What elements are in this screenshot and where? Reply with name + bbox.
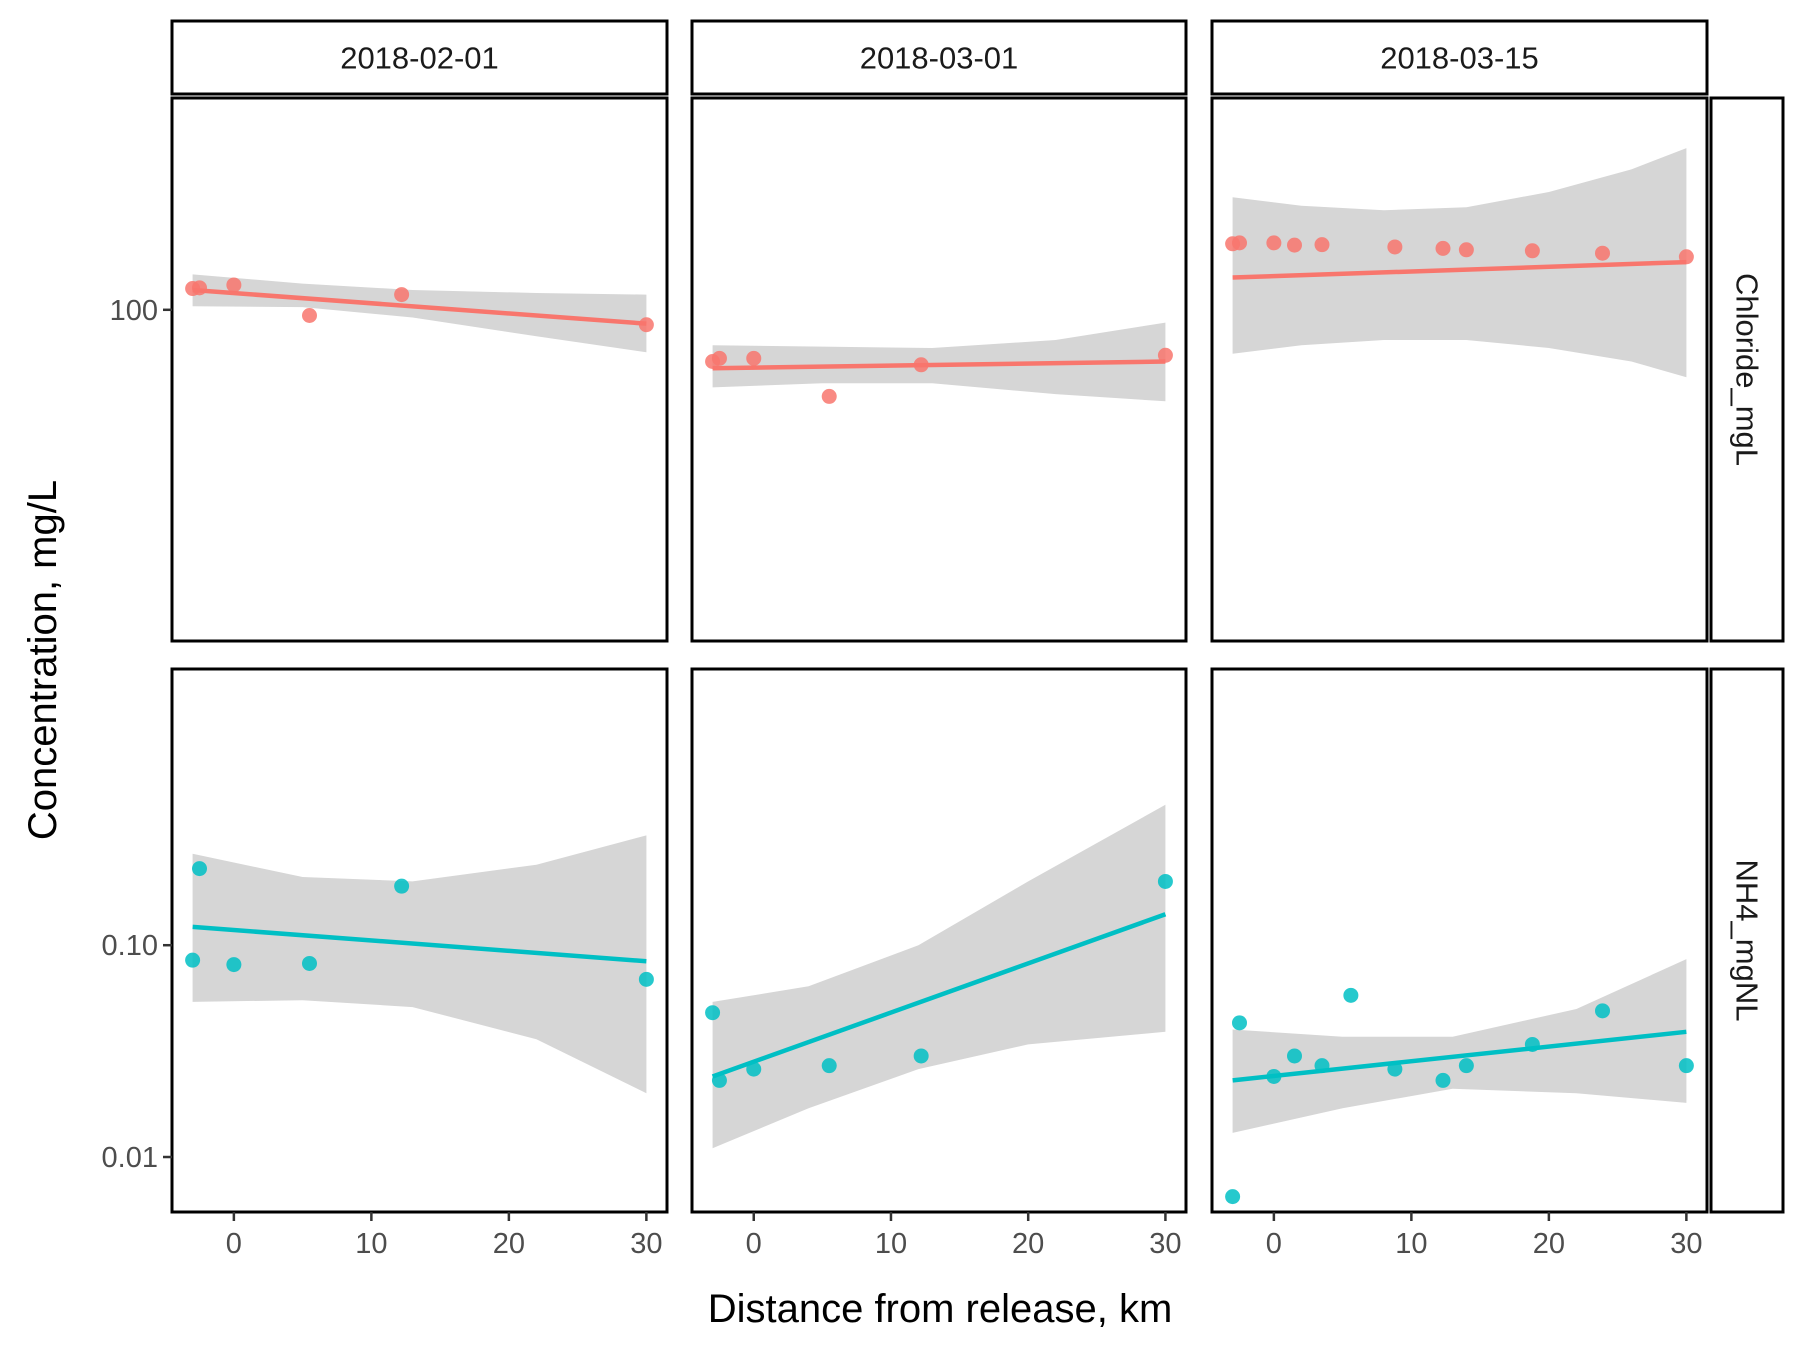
- x-tick-label: 20: [493, 1228, 525, 1260]
- data-point: [1458, 1058, 1474, 1074]
- panel-border: [170, 96, 669, 643]
- data-point: [638, 971, 654, 987]
- facet-strip-column: [170, 19, 669, 96]
- data-point: [913, 1048, 929, 1064]
- x-tick-label: 30: [630, 1228, 662, 1260]
- data-point: [746, 350, 762, 366]
- data-point: [1287, 237, 1302, 253]
- data-point: [185, 952, 201, 968]
- x-tick-label: 20: [1012, 1228, 1044, 1260]
- y-axis-title: Concentration, mg/L: [21, 480, 65, 840]
- data-point: [1232, 1015, 1247, 1031]
- confidence-band: [192, 835, 647, 1094]
- data-point: [1225, 1189, 1241, 1205]
- panel-background: [1212, 669, 1707, 1212]
- fit-line: [711, 912, 1167, 1079]
- data-point: [192, 861, 207, 877]
- fit-line: [192, 924, 647, 964]
- data-point: [638, 317, 654, 333]
- facet-strip-label: 2018-03-01: [860, 41, 1019, 76]
- facet-strip-column: [690, 19, 1188, 96]
- data-point: [1314, 237, 1330, 253]
- y-tick-label: 100: [110, 295, 158, 327]
- confidence-band: [1232, 148, 1687, 378]
- facet-strip-column: [1210, 19, 1709, 96]
- panel-border: [690, 96, 1188, 643]
- x-tick-label: 30: [1149, 1228, 1181, 1260]
- x-tick-label: 30: [1670, 1228, 1702, 1260]
- data-point: [226, 277, 242, 293]
- facet-strip-row: [1709, 667, 1785, 1214]
- data-point: [1157, 347, 1173, 363]
- data-point: [192, 280, 207, 296]
- data-point: [226, 957, 242, 973]
- panel-border: [170, 667, 669, 1214]
- facet-strip-label: 2018-02-01: [340, 41, 499, 76]
- facet-strip-label: NH4_mgNL: [1730, 860, 1765, 1022]
- panel-border: [690, 667, 1188, 1214]
- data-point: [821, 1058, 837, 1074]
- data-point: [1387, 1061, 1403, 1077]
- data-point: [711, 1072, 727, 1088]
- data-point: [1595, 1003, 1610, 1019]
- data-point: [1387, 239, 1403, 255]
- x-tick-label: 10: [875, 1228, 907, 1260]
- data-point: [1343, 987, 1359, 1003]
- data-point: [705, 1005, 721, 1021]
- data-point: [1314, 1058, 1330, 1074]
- data-point: [302, 955, 317, 971]
- data-point: [1678, 1058, 1694, 1074]
- y-tick-label: 0.01: [102, 1142, 158, 1174]
- facet-strip-row: [1709, 96, 1785, 643]
- data-point: [1435, 1072, 1451, 1088]
- data-point: [746, 1061, 762, 1077]
- data-point: [1157, 873, 1173, 889]
- data-point: [1287, 1048, 1302, 1064]
- facet-strip-label: Chloride_mgL: [1730, 273, 1765, 466]
- panel-border: [1210, 96, 1709, 643]
- data-point: [394, 287, 410, 303]
- x-tick-label: 10: [1395, 1228, 1427, 1260]
- panel-background: [172, 98, 667, 641]
- fit-line: [712, 359, 1166, 371]
- data-point: [1678, 249, 1694, 265]
- confidence-band: [712, 322, 1166, 402]
- data-point: [1524, 243, 1540, 259]
- data-point: [821, 388, 837, 404]
- fit-line: [1232, 259, 1687, 280]
- fit-line: [1232, 1029, 1687, 1083]
- data-point: [394, 878, 410, 894]
- x-tick-label: 10: [355, 1228, 387, 1260]
- x-tick-label: 20: [1533, 1228, 1565, 1260]
- y-tick-label: 0.10: [102, 930, 158, 962]
- facet-strip-label: 2018-03-15: [1380, 41, 1539, 76]
- data-point: [913, 357, 929, 373]
- x-tick-label: 0: [746, 1228, 762, 1260]
- data-point: [1435, 240, 1451, 256]
- x-tick-label: 0: [1266, 1228, 1282, 1260]
- fit-line: [192, 287, 647, 326]
- data-point: [302, 307, 317, 323]
- data-point: [1266, 235, 1282, 251]
- x-tick-label: 0: [226, 1228, 242, 1260]
- data-point: [1458, 242, 1474, 258]
- confidence-band: [1232, 959, 1687, 1133]
- data-point: [1266, 1068, 1282, 1084]
- x-axis-title: Distance from release, km: [708, 1287, 1173, 1331]
- data-point: [1595, 245, 1610, 261]
- data-point: [711, 350, 727, 366]
- panel-border: [1210, 667, 1709, 1214]
- data-point: [1232, 235, 1247, 251]
- data-point: [1524, 1036, 1540, 1052]
- confidence-band: [192, 274, 647, 353]
